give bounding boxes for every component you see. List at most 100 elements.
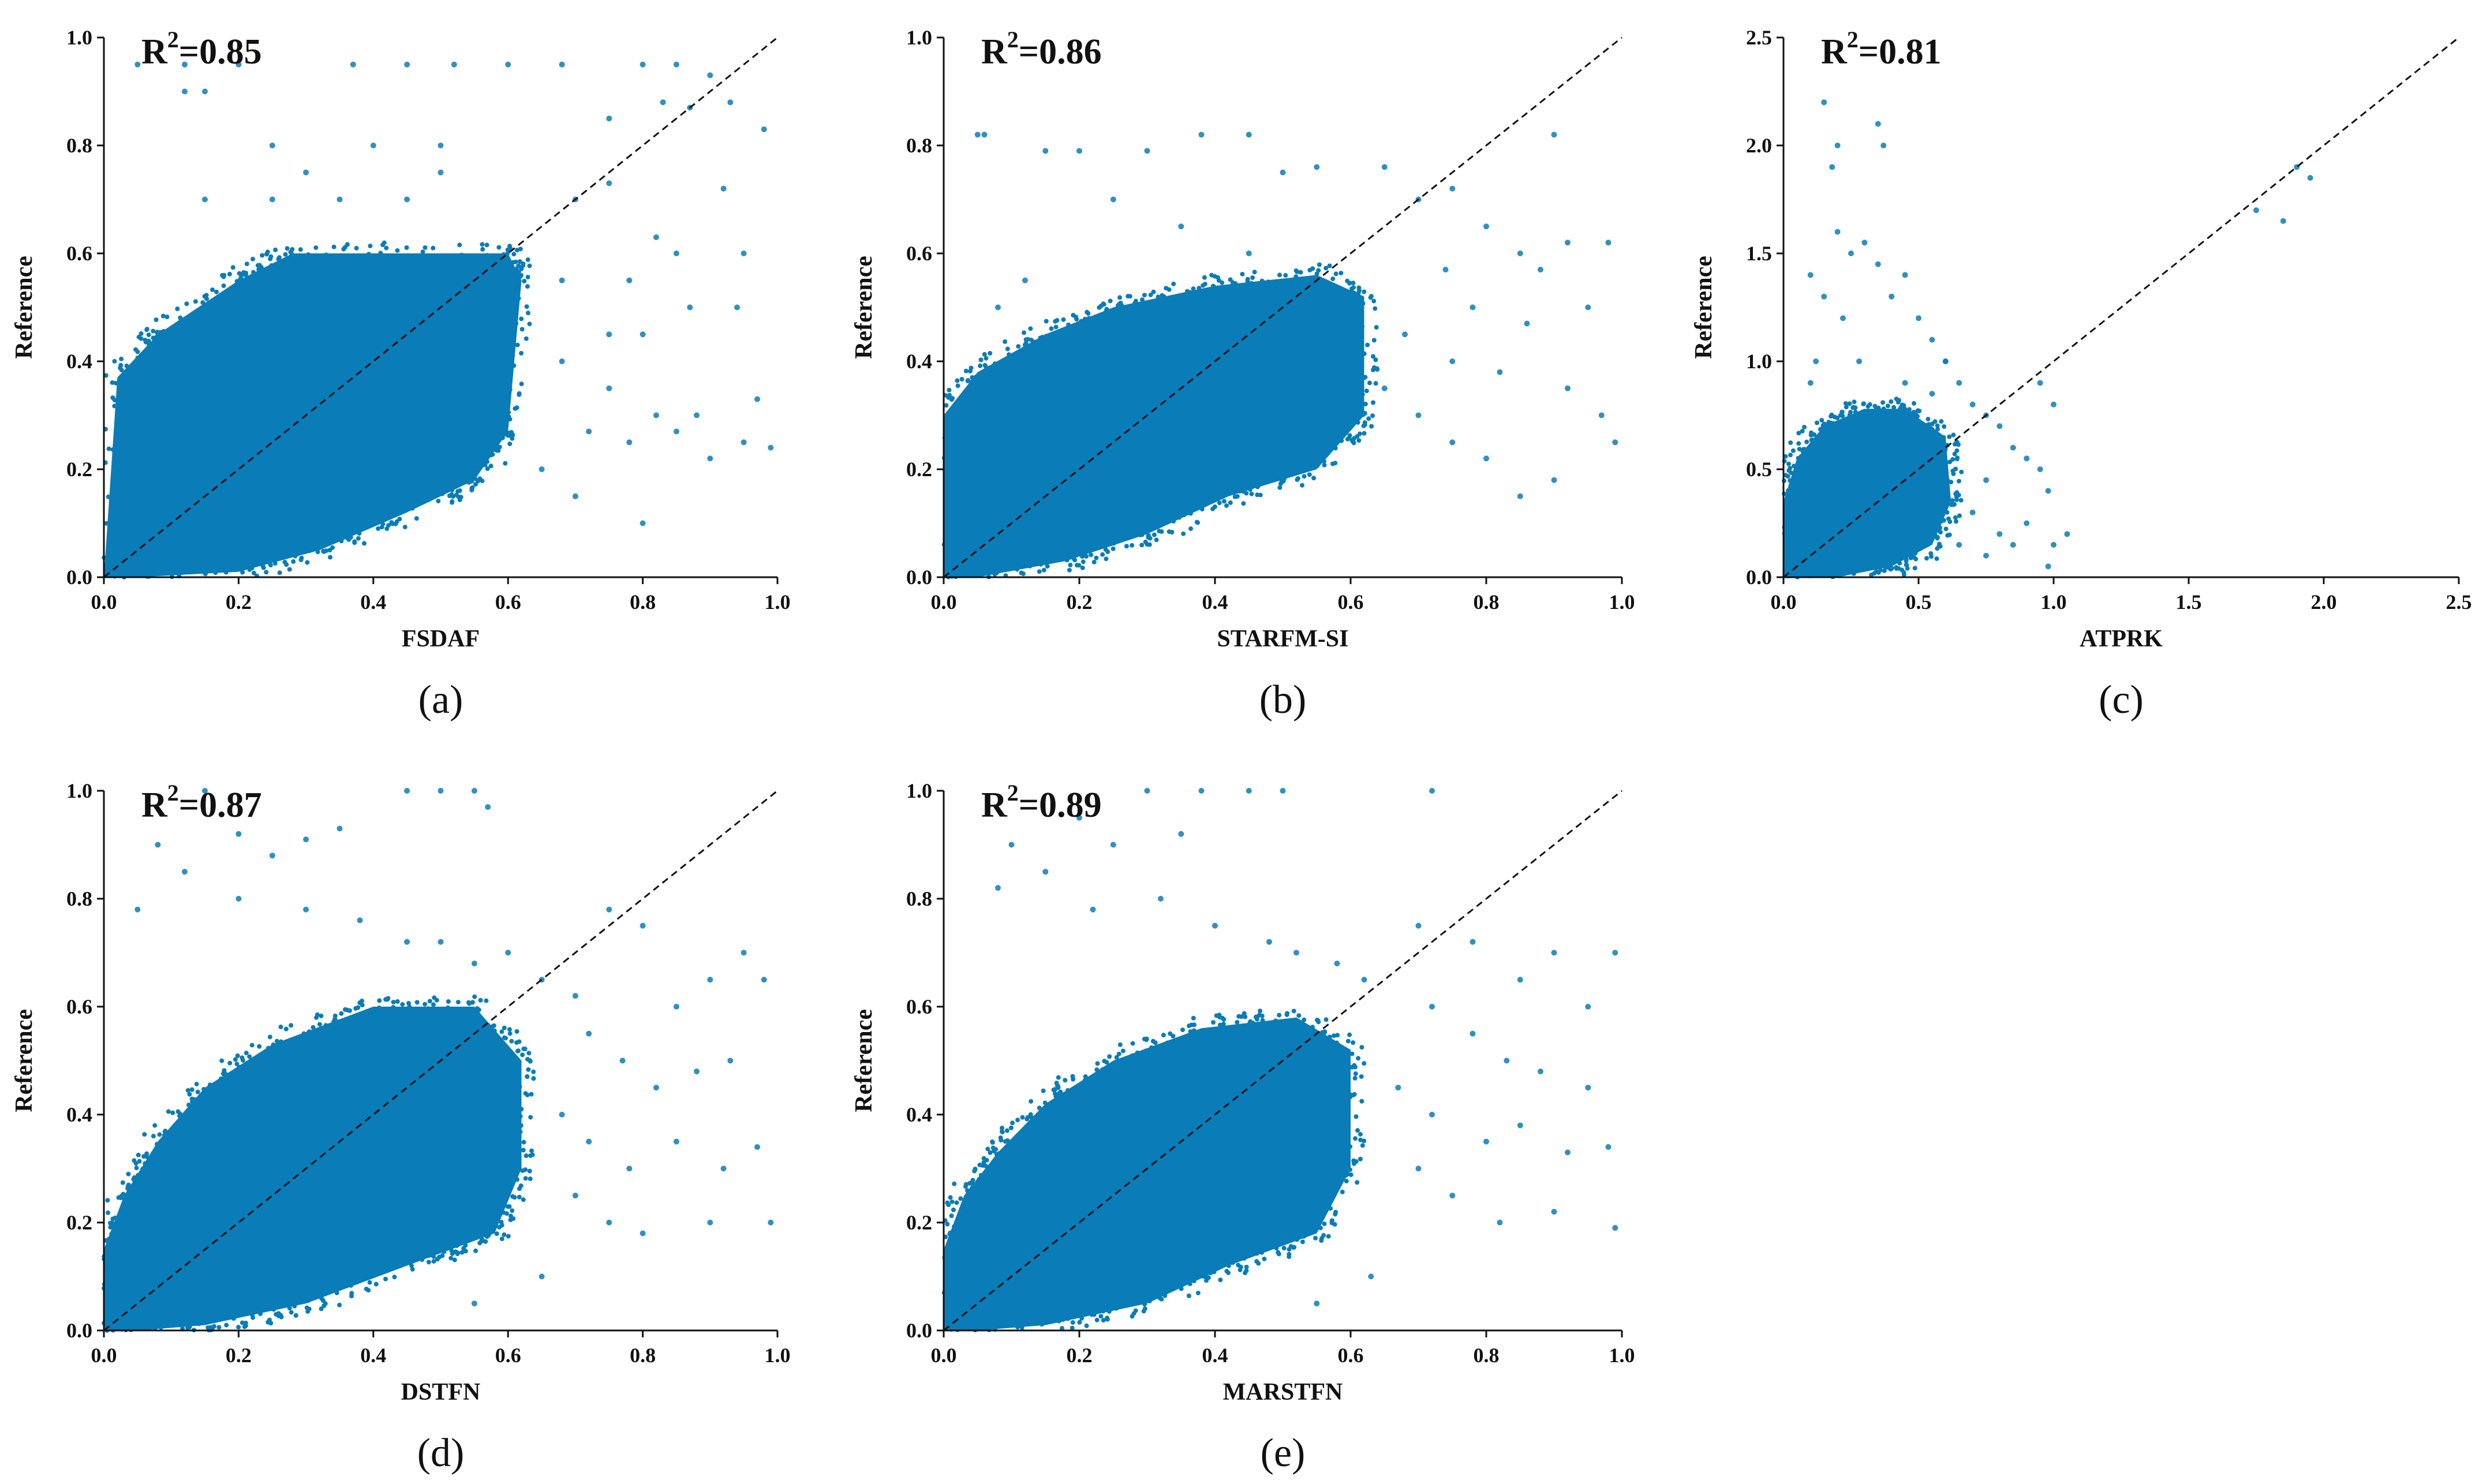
scatter-point: [1027, 1128, 1032, 1133]
scatter-point: [507, 293, 513, 298]
scatter-point: [1347, 433, 1352, 438]
scatter-point: [1875, 558, 1880, 563]
scatter-point: [1483, 455, 1489, 462]
scatter-point: [1900, 402, 1905, 408]
scatter-point: [1885, 403, 1890, 409]
scatter-point: [438, 169, 444, 175]
scatter-point: [1504, 1057, 1510, 1064]
scatter-point: [1517, 251, 1523, 256]
scatter-point: [480, 246, 485, 252]
scatter-point: [109, 1277, 114, 1283]
scatter-point: [502, 1232, 507, 1238]
scatter-point: [1843, 401, 1848, 406]
scatter-point: [1796, 567, 1801, 573]
scatter-point: [707, 72, 713, 79]
scatter-point: [1786, 488, 1791, 493]
scatter-point: [1015, 357, 1020, 362]
scatter-point: [110, 1251, 114, 1256]
scatter-point: [523, 1091, 528, 1096]
scatter-point: [1338, 1155, 1343, 1160]
scatter-point: [466, 480, 472, 485]
scatter-point: [499, 372, 504, 377]
scatter-point: [505, 247, 510, 252]
scatter-point: [506, 1233, 511, 1239]
scatter-point: [1957, 479, 1961, 484]
scatter-point: [152, 1161, 158, 1167]
scatter-point: [252, 560, 257, 565]
scatter-point: [1930, 434, 1935, 439]
scatter-point: [113, 1270, 118, 1276]
scatter-point: [1101, 1072, 1106, 1077]
scatter-point: [511, 363, 517, 368]
scatter-point: [507, 1176, 513, 1181]
scatter-point: [1329, 440, 1334, 445]
scatter-point: [289, 1039, 294, 1044]
scatter-point: [260, 253, 265, 258]
scatter-point: [1925, 542, 1930, 547]
cloud-edge-points: [102, 240, 532, 580]
scatter-point: [518, 1129, 523, 1134]
scatter-point: [1956, 541, 1962, 548]
scatter-point: [1260, 1018, 1265, 1023]
scatter-point: [184, 1126, 189, 1131]
scatter-point: [264, 570, 269, 575]
scatter-point: [1449, 185, 1456, 192]
scatter-point: [504, 260, 509, 265]
scatter-point: [177, 1113, 182, 1119]
scatter-point: [119, 368, 124, 373]
scatter-point: [1483, 223, 1489, 230]
scatter-point: [1096, 541, 1101, 547]
scatter-point: [1228, 277, 1233, 282]
scatter-point: [410, 1267, 415, 1272]
scatter-point: [1215, 496, 1220, 501]
scatter-point: [1066, 322, 1071, 327]
scatter-point: [1027, 561, 1032, 566]
scatter-point: [1127, 311, 1132, 316]
scatter-point: [949, 1264, 954, 1268]
scatter-point: [1936, 502, 1942, 507]
scatter-point: [1358, 1132, 1363, 1137]
scatter-point: [1114, 1306, 1119, 1311]
scatter-point: [1026, 352, 1031, 357]
scatter-point: [1959, 469, 1964, 474]
scatter-point: [403, 506, 408, 511]
scatter-point: [1840, 315, 1846, 322]
scatter-point: [640, 61, 646, 68]
scatter-point: [118, 362, 124, 368]
scatter-point: [950, 419, 955, 424]
scatter-point: [1151, 1288, 1157, 1292]
scatter-point: [132, 362, 137, 367]
scatter-point: [151, 1134, 156, 1139]
scatter-point: [1245, 285, 1250, 290]
scatter-point: [503, 1188, 507, 1193]
scatter-point: [944, 403, 949, 408]
scatter-point: [177, 1127, 182, 1132]
scatter-point: [332, 1022, 337, 1027]
scatter-point: [467, 1017, 472, 1022]
scatter-point: [420, 1257, 425, 1262]
scatter-point: [1875, 121, 1881, 127]
scatter-point: [1322, 462, 1327, 468]
scatter-point: [114, 1251, 119, 1256]
scatter-point: [1287, 1254, 1292, 1259]
scatter-point: [949, 517, 954, 522]
scatter-point: [502, 332, 507, 337]
scatter-point: [106, 1259, 110, 1264]
scatter-point: [1007, 354, 1012, 360]
scatter-point: [1150, 522, 1155, 528]
scatter-point: [104, 1250, 109, 1255]
scatter-point: [137, 375, 143, 380]
scatter-point: [244, 1051, 249, 1056]
scatter-point: [137, 360, 142, 365]
scatter-point: [956, 404, 962, 409]
dense-point-cloud: [1783, 409, 1951, 577]
scatter-point: [1368, 1273, 1374, 1280]
scatter-point: [947, 387, 952, 393]
scatter-point: [1878, 567, 1883, 573]
scatter-point: [504, 1211, 509, 1216]
scatter-point: [1852, 399, 1857, 405]
scatter-point: [518, 1123, 524, 1128]
scatter-point: [1815, 571, 1820, 576]
scatter-point: [1370, 413, 1375, 418]
scatter-point: [1198, 788, 1205, 794]
